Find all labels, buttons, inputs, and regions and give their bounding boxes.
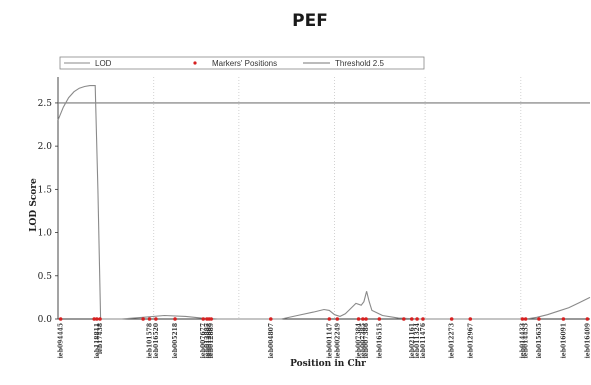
grid	[153, 77, 522, 319]
marker-point-15	[356, 317, 361, 321]
marker-label-14: ieb002249	[334, 323, 341, 358]
legend-markers-swatch	[193, 61, 197, 65]
series	[57, 85, 591, 320]
axes: 0.0 0.5 1.0 1.5 2.0 2.5	[38, 77, 590, 325]
marker-point-17	[364, 317, 368, 321]
marker-point-4	[141, 317, 145, 321]
marker-point-5	[147, 317, 152, 321]
marker-label-2: ieb118811	[94, 323, 101, 358]
marker-label-27: ieb015635	[536, 323, 543, 358]
marker-label-29: ieb016409	[584, 323, 591, 358]
marker-point-8	[201, 317, 206, 321]
marker-label-26: ieb014435	[523, 323, 530, 358]
marker-point-16	[361, 317, 365, 321]
marker-label-16: ieb007385	[360, 323, 367, 358]
marker-point-23	[449, 317, 454, 321]
markers	[58, 317, 590, 321]
marker-point-20	[409, 317, 414, 321]
marker-point-2	[95, 317, 99, 321]
marker-point-0	[58, 317, 63, 321]
legend-threshold-label: Threshold 2.5	[335, 59, 384, 68]
y-tick-label-4: 2.0	[38, 142, 53, 152]
marker-label-9: ieb012887	[204, 323, 211, 358]
y-tick-label-5: 2.5	[38, 99, 53, 109]
marker-point-19	[402, 317, 406, 321]
marker-point-21	[415, 317, 419, 321]
marker-label-10: ieb012888	[206, 323, 213, 358]
marker-label-17: ieb007386	[363, 323, 370, 358]
marker-label-28: ieb016091	[560, 323, 567, 358]
marker-point-6	[154, 317, 158, 321]
lod-series-line-0	[57, 85, 591, 320]
legend-box	[59, 56, 425, 70]
legend: LOD Markers' Positions Threshold 2.5	[59, 56, 425, 70]
marker-point-28	[561, 317, 566, 321]
marker-point-29	[585, 317, 590, 321]
marker-point-24	[468, 317, 473, 321]
y-tick-label-0: 0.0	[38, 315, 53, 325]
marker-point-22	[421, 317, 425, 321]
y-tick-label-1: 0.5	[38, 272, 53, 282]
legend-lod-label: LOD	[95, 59, 112, 68]
marker-label-20: ieb021161	[409, 323, 416, 358]
marker-label-3: ieb17438	[97, 323, 104, 354]
marker-label-21: ieb011324	[414, 323, 421, 358]
y-axis-label: LOD Score	[29, 178, 39, 232]
marker-label-13: ieb001147	[326, 323, 333, 358]
marker-label-11: ieb012889	[208, 323, 215, 358]
marker-point-12	[269, 317, 273, 321]
marker-label-6: ieb016520	[153, 323, 160, 358]
marker-point-18	[377, 317, 382, 321]
marker-label-22: ieb011476	[420, 323, 427, 358]
marker-label-0: ieb094445	[58, 323, 65, 358]
marker-label-18: ieb016515	[376, 323, 383, 358]
marker-label-5: ieb101578	[147, 323, 154, 358]
marker-label-15: ieb007384	[356, 323, 363, 358]
legend-markers-label: Markers' Positions	[212, 59, 277, 68]
marker-point-11	[209, 317, 214, 321]
marker-point-13	[327, 317, 332, 321]
marker-point-1	[92, 317, 96, 321]
x-axis-label: Position in Chr	[290, 359, 366, 369]
marker-label-24: ieb012967	[467, 323, 474, 358]
marker-point-14	[335, 317, 340, 321]
marker-label-8: ieb007677	[200, 323, 207, 358]
marker-point-3	[98, 317, 102, 321]
chart-title: PEF	[292, 11, 328, 31]
y-tick-label-2: 1.0	[38, 229, 53, 239]
marker-point-27	[537, 317, 541, 321]
marker-label-7: ieb005218	[172, 323, 179, 358]
marker-point-25	[520, 317, 525, 321]
marker-label-23: ieb012273	[449, 323, 456, 358]
marker-label-12: ieb004807	[268, 323, 275, 358]
y-tick-label-3: 1.5	[38, 185, 53, 195]
marker-point-7	[173, 317, 177, 321]
marker-label-25: ieb014433	[519, 323, 526, 358]
marker-point-26	[523, 317, 528, 321]
